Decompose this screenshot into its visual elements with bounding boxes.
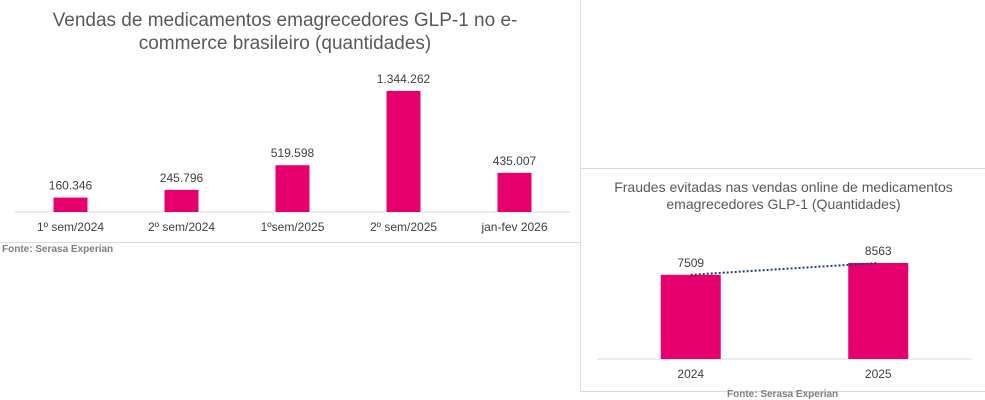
data-label: 245.796 bbox=[160, 171, 204, 185]
category-label: jan-fev 2026 bbox=[480, 220, 547, 234]
bar bbox=[275, 165, 310, 212]
trendline bbox=[690, 262, 879, 276]
bar bbox=[53, 197, 88, 212]
bar bbox=[164, 189, 199, 212]
bar bbox=[660, 274, 721, 359]
chart-source: Fonte: Serasa Experian bbox=[2, 244, 114, 255]
category-label: 2º sem/2024 bbox=[148, 220, 215, 234]
chart-source: Fonte: Serasa Experian bbox=[727, 389, 839, 400]
data-label: 8563 bbox=[865, 244, 892, 258]
data-label: 160.346 bbox=[49, 179, 93, 193]
bar bbox=[848, 263, 909, 359]
category-label: 1º sem/2024 bbox=[37, 220, 104, 234]
chart-title: Vendas de medicamentos emagrecedores GLP… bbox=[52, 10, 518, 54]
data-label: 1.344.262 bbox=[377, 72, 431, 86]
data-label: 435.007 bbox=[493, 154, 537, 168]
category-label: 1ºsem/2025 bbox=[261, 220, 325, 234]
bar bbox=[497, 172, 532, 212]
category-label: 2024 bbox=[677, 367, 704, 381]
data-label: 519.598 bbox=[271, 146, 315, 160]
bar bbox=[386, 91, 421, 212]
chart-panel-fraudes: Fraudes evitadas nas vendas online de me… bbox=[580, 168, 985, 392]
category-label: 2º sem/2025 bbox=[370, 220, 437, 234]
data-label: 7509 bbox=[677, 256, 704, 270]
chart-title: Fraudes evitadas nas vendas online de me… bbox=[614, 179, 953, 212]
category-label: 2025 bbox=[865, 367, 892, 381]
